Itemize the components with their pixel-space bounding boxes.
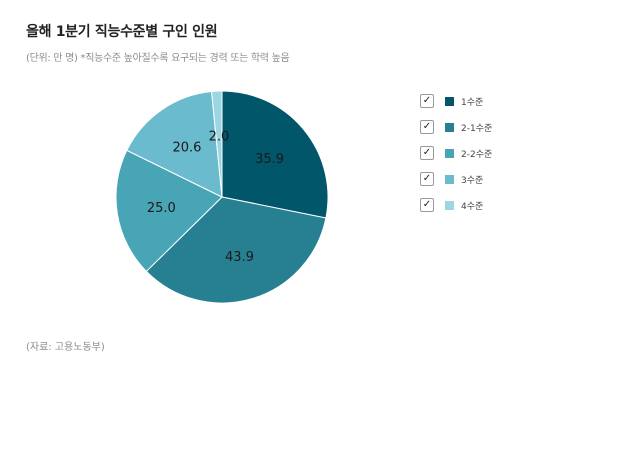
legend-item-2[interactable]: ✓ 2-1수준: [420, 114, 492, 140]
slice-value-label-2: 43.9: [225, 250, 254, 265]
legend-item-5[interactable]: ✓ 4수준: [420, 192, 492, 218]
legend-label: 1수준: [461, 97, 484, 108]
legend-swatch: [445, 174, 454, 184]
slice-value-label-1: 35.9: [255, 152, 284, 167]
slice-value-label-5: 2.0: [209, 130, 230, 145]
slice-value-label-4: 20.6: [172, 140, 201, 155]
legend-label: 4수준: [461, 201, 484, 212]
pie-slice-1[interactable]: [221, 90, 329, 219]
legend-checkbox[interactable]: ✓: [420, 198, 434, 212]
legend-checkbox[interactable]: ✓: [420, 172, 434, 186]
pie-slice-4[interactable]: [126, 90, 223, 198]
pie-slice-5[interactable]: [211, 90, 223, 198]
source-note: (자료: 고용노동부): [26, 342, 105, 353]
legend-checkbox[interactable]: ✓: [420, 146, 434, 160]
legend-swatch: [445, 96, 454, 106]
legend-item-4[interactable]: ✓ 3수준: [420, 166, 492, 192]
pie-slice-3[interactable]: [115, 149, 223, 273]
legend-swatch: [445, 200, 454, 210]
legend-checkbox[interactable]: ✓: [420, 120, 434, 134]
slice-value-label-3: 25.0: [147, 201, 176, 216]
chart-subtitle: (단위: 만 명) *직능수준 높아질수록 요구되는 경력 또는 학력 높음: [26, 53, 290, 64]
legend-item-3[interactable]: ✓ 2-2수준: [420, 140, 492, 166]
legend-checkbox[interactable]: ✓: [420, 94, 434, 108]
legend-label: 3수준: [461, 175, 484, 186]
legend-item-1[interactable]: ✓ 1수준: [420, 88, 492, 114]
legend-label: 2-1수준: [461, 123, 493, 134]
legend-swatch: [445, 122, 454, 132]
legend-swatch: [445, 148, 454, 158]
pie-slice-2[interactable]: [145, 196, 327, 304]
chart-title: 올해 1분기 직능수준별 구인 인원: [26, 24, 218, 40]
legend-label: 2-2수준: [461, 149, 493, 160]
chart-legend: ✓ 1수준 ✓ 2-1수준 ✓ 2-2수준 ✓ 3수준 ✓ 4수준: [420, 88, 492, 218]
